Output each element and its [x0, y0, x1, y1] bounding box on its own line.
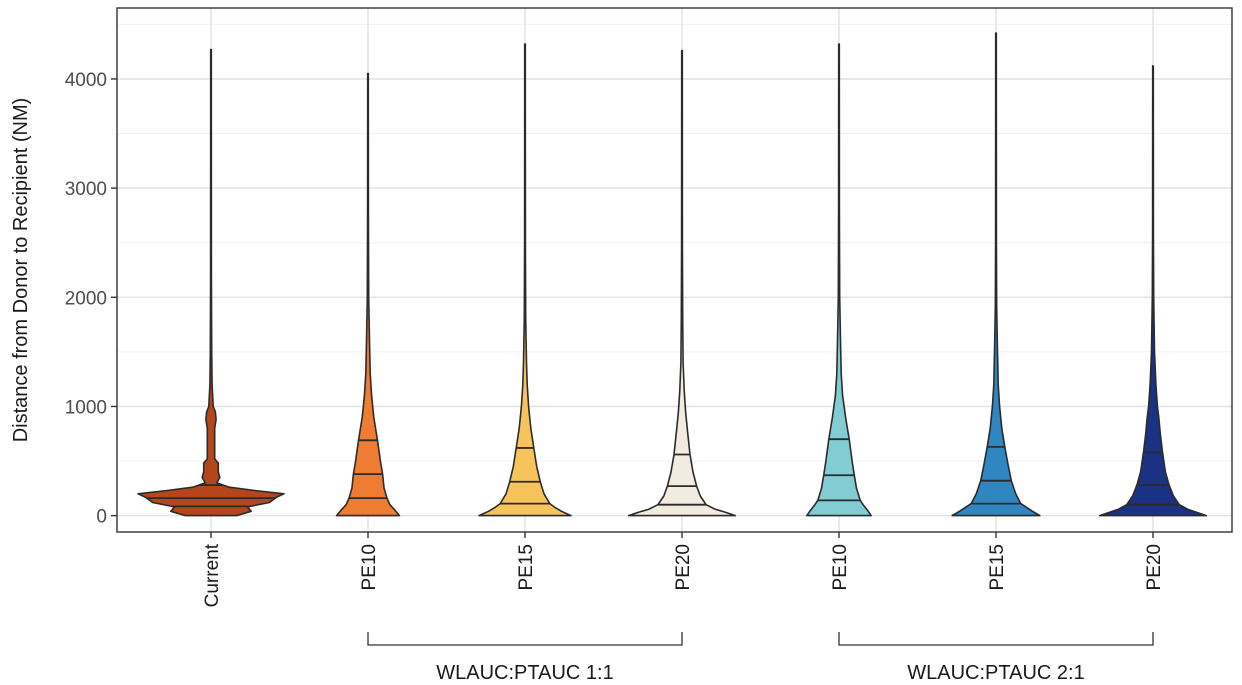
group-label: WLAUC:PTAUC 1:1 [436, 662, 613, 684]
violin-pe15-5 [951, 32, 1041, 517]
x-tick-label: PE15 [987, 544, 1008, 590]
violin-pe10-4 [806, 43, 872, 517]
violin-current-0 [137, 48, 285, 517]
x-tick-label: PE20 [673, 544, 694, 590]
x-tick-label: PE10 [359, 544, 380, 590]
plot-panel-border [116, 7, 1233, 533]
violin-pe10-1 [335, 72, 401, 517]
y-axis-ticks: 0 1000 2000 3000 4000 [65, 70, 117, 528]
violin-pe20-6 [1098, 65, 1208, 517]
y-tick-label: 2000 [65, 288, 107, 309]
y-axis-title: Distance from Donor to Recipient (NM) [10, 98, 32, 443]
group-bracket [367, 632, 683, 646]
y-tick-label: 3000 [65, 179, 107, 200]
y-tick-label: 0 [96, 507, 107, 528]
x-tick-label: PE20 [1144, 544, 1165, 590]
violin-pe20-3 [627, 49, 737, 517]
violin-body [1098, 65, 1208, 517]
x-axis-ticks: Current PE10 PE15 PE20 PE10 PE15 PE20 [202, 532, 1165, 607]
x-tick-label: PE10 [830, 544, 851, 590]
violin-pe15-2 [478, 43, 572, 517]
group-label: WLAUC:PTAUC 2:1 [907, 662, 1084, 684]
group-bracket [838, 632, 1154, 646]
violins [137, 32, 1208, 517]
x-tick-label: Current [202, 543, 223, 607]
group-brackets: WLAUC:PTAUC 1:1 WLAUC:PTAUC 2:1 [367, 632, 1154, 684]
y-tick-label: 4000 [65, 70, 107, 91]
x-tick-label: PE15 [516, 544, 537, 590]
y-tick-label: 1000 [65, 397, 107, 418]
